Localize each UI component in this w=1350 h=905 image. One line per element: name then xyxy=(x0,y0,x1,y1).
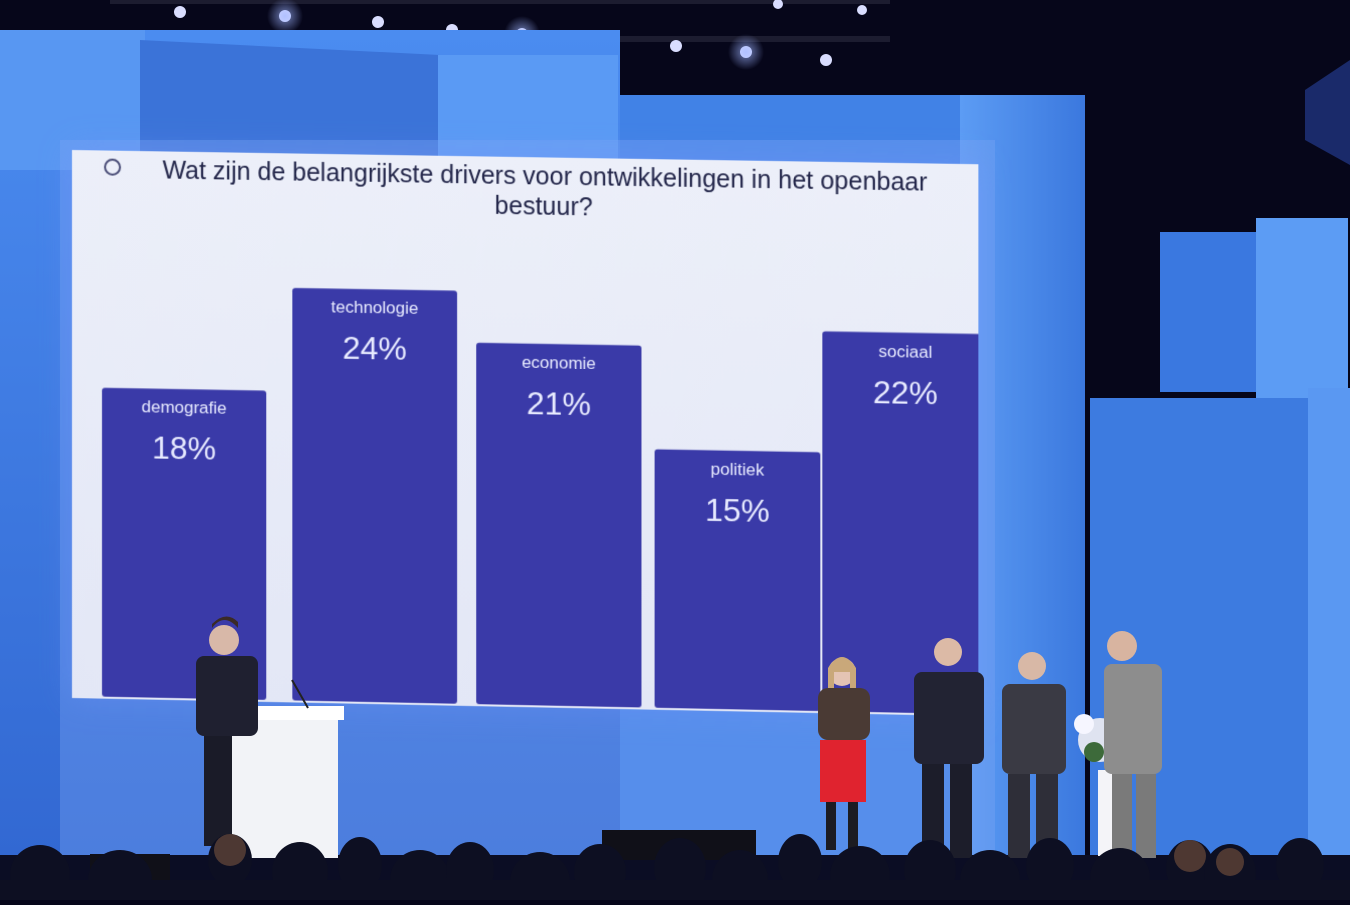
bar-value-label: 21% xyxy=(527,385,592,422)
bar-value-label: 15% xyxy=(705,491,770,528)
bar-value-label: 18% xyxy=(152,430,216,467)
bar-politiek xyxy=(655,449,821,711)
projection-screen: Wat zijn de belangrijkste drivers voor o… xyxy=(72,150,978,716)
bar-category-label: demografie xyxy=(142,397,227,418)
bar-category-label: sociaal xyxy=(879,341,933,361)
bar-value-label: 24% xyxy=(343,330,407,367)
bar-category-label: politiek xyxy=(711,459,765,479)
bar-category-label: economie xyxy=(522,353,596,373)
bar-value-label: 22% xyxy=(873,374,938,411)
bar-chart: demografie 18% technologie 24% economie 21% po… xyxy=(72,150,978,716)
audience xyxy=(0,810,1350,900)
bar-category-label: technologie xyxy=(331,298,418,319)
